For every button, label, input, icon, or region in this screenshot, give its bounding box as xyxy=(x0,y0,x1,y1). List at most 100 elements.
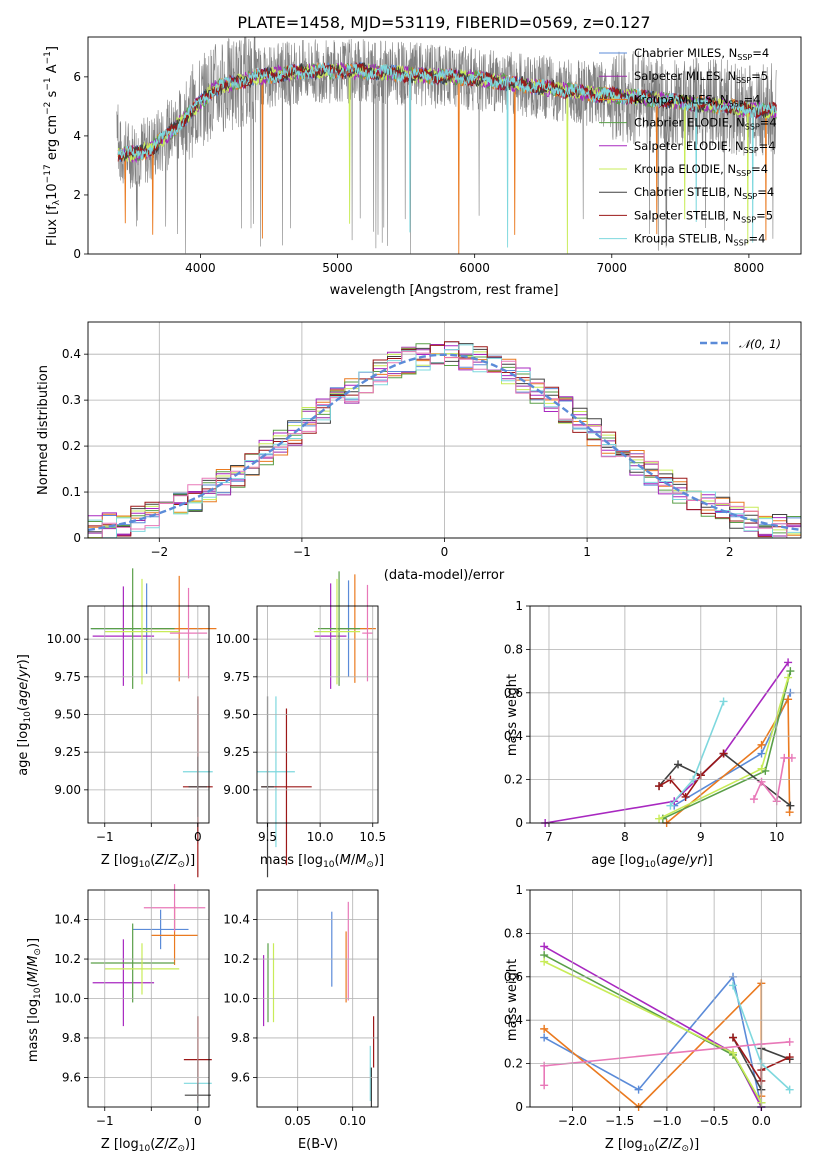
x-tick-label: 0.10 xyxy=(339,1114,366,1128)
weight-marker-kroupa_stelib xyxy=(785,1085,794,1094)
weight-marker-chabrier_elodie xyxy=(786,667,795,676)
weight-marker-salpeter_stelib xyxy=(719,749,728,758)
weight-marker-salpeter_stelib xyxy=(729,1033,738,1042)
legend-label: Kroupa ELODIE, NSSP=4 xyxy=(634,162,768,178)
x-tick-label: 7000 xyxy=(597,261,628,275)
spectrum-xlabel: wavelength [Angstrom, rest frame] xyxy=(330,283,559,298)
y-tick-label: 0.6 xyxy=(504,686,523,700)
weight-Z-xlabel: Z [log10(Z/Z⊙)] xyxy=(605,1137,699,1154)
y-tick-label: 9.50 xyxy=(223,708,250,722)
age-mass-xlabel: mass [log10(M/M⊙)] xyxy=(260,853,384,870)
y-tick-label: 0.8 xyxy=(504,642,523,656)
weight-marker-kroupa_elodie xyxy=(655,814,664,823)
y-tick-label: 10.0 xyxy=(54,992,81,1006)
y-tick-label: 10.4 xyxy=(54,913,81,927)
axes-frame xyxy=(529,605,802,824)
weight-marker-pink xyxy=(757,777,766,786)
legend-label: Chabrier STELIB, NSSP=4 xyxy=(634,185,774,201)
legend-label: Kroupa STELIB, NSSP=4 xyxy=(634,232,765,248)
y-tick-label: 10.0 xyxy=(223,992,250,1006)
weight-line-pink xyxy=(543,1041,790,1086)
histogram-xlabel: (data-model)/error xyxy=(384,568,505,583)
x-tick-label: 0 xyxy=(441,545,449,559)
weight-marker-kroupa_miles xyxy=(540,1024,549,1033)
histogram-pink xyxy=(88,351,801,538)
weight-Z-ylabel: mass weight xyxy=(505,959,520,1041)
residual-histogram-panel: (data-model)/error Normed distribution −… xyxy=(36,321,802,583)
mass-Z-ylabel: mass [log10(M/M⊙)] xyxy=(26,938,43,1062)
y-tick-label: 0 xyxy=(73,531,81,545)
y-tick-label: 0.4 xyxy=(504,1013,523,1027)
y-tick-label: 9.00 xyxy=(54,783,81,797)
spectrum-ylabel: Flux [fλ10−17 erg cm−2 s−1 A−1] xyxy=(43,46,62,246)
weight-marker-pink xyxy=(785,1037,794,1046)
legend-label: Chabrier MILES, NSSP=4 xyxy=(634,46,769,62)
mass-weight-vs-age-panel: age [log10(age/yr)] mass weight 7 8 9 10 0 0.… xyxy=(504,599,802,870)
y-tick-label: 9.00 xyxy=(223,783,250,797)
histogram-ylabel: Normed distribution xyxy=(36,365,51,495)
weight-marker-chabrier_stelib xyxy=(674,760,683,769)
legend-label: Chabrier ELODIE, NSSP=4 xyxy=(634,116,777,132)
x-tick-label: −1 xyxy=(96,830,114,844)
plot-area xyxy=(263,901,375,1107)
weight-age-xlabel: age [log10(age/yr)] xyxy=(591,853,713,870)
y-tick-label: 9.75 xyxy=(54,670,81,684)
x-tick-label: 0.0 xyxy=(752,1114,771,1128)
axes-frame xyxy=(529,889,802,1108)
y-tick-label: 0.8 xyxy=(504,926,523,940)
axes-frame xyxy=(87,321,802,539)
x-tick-label: 10.5 xyxy=(359,830,386,844)
y-tick-label: 10.4 xyxy=(223,913,250,927)
age-vs-Z-panel: Z [log10(Z/Z⊙)] age [log10(age/yr)] −1 0 9… xyxy=(16,568,217,878)
x-tick-label: 0 xyxy=(194,1114,202,1128)
y-tick-label: 0.2 xyxy=(62,439,81,453)
y-tick-label: 10.00 xyxy=(216,632,250,646)
histogram-salpeter_stelib xyxy=(88,341,801,538)
y-tick-label: 10.2 xyxy=(54,952,81,966)
x-tick-label: −0.5 xyxy=(700,1114,729,1128)
age-Z-xlabel: Z [log10(Z/Z⊙)] xyxy=(101,853,195,870)
weight-marker-chabrier_miles xyxy=(540,1033,549,1042)
legend-label: Salpeter MILES, NSSP=5 xyxy=(634,69,768,85)
x-tick-label: −1.5 xyxy=(605,1114,634,1128)
weight-marker-pink xyxy=(540,1081,549,1090)
x-tick-label: 4000 xyxy=(185,261,216,275)
weight-marker-pink xyxy=(787,753,796,762)
y-tick-label: 9.6 xyxy=(231,1070,250,1084)
y-tick-label: 0 xyxy=(515,1100,523,1114)
x-tick-label: −1 xyxy=(293,545,311,559)
y-tick-label: 1 xyxy=(515,883,523,897)
legend-label: 𝒩(0, 1) xyxy=(739,337,781,351)
y-tick-label: 0.2 xyxy=(504,773,523,787)
weight-marker-salpeter_stelib xyxy=(655,782,664,791)
x-tick-label: 10.0 xyxy=(307,830,334,844)
y-tick-label: 2 xyxy=(73,188,81,202)
legend-label: Kroupa MILES, NSSP=4 xyxy=(634,92,760,108)
x-tick-label: 9 xyxy=(697,830,705,844)
y-tick-label: 0.3 xyxy=(62,393,81,407)
model-spectrum-kroupa_stelib xyxy=(117,62,777,248)
x-tick-label: 9.5 xyxy=(258,830,277,844)
mass-Z-xlabel: Z [log10(Z/Z⊙)] xyxy=(101,1137,195,1154)
plot-area xyxy=(257,571,376,878)
weight-marker-kroupa_stelib xyxy=(729,981,738,990)
histogram-legend: 𝒩(0, 1) xyxy=(700,337,781,351)
model-spectrum-chabrier_stelib xyxy=(117,62,777,162)
y-tick-label: 0.4 xyxy=(504,729,523,743)
y-tick-label: 9.25 xyxy=(223,745,250,759)
weight-marker-pink xyxy=(540,1061,549,1070)
mass-weight-vs-Z-panel: Z [log10(Z/Z⊙)] mass weight −2.0 −1.5 −1.0… xyxy=(504,883,802,1154)
weight-marker-kroupa_stelib xyxy=(719,697,728,706)
age-vs-mass-panel: mass [log10(M/M⊙)] 9.5 10.0 10.5 9.00 9.25 9.… xyxy=(216,571,386,878)
weight-marker-kroupa_elodie xyxy=(784,673,793,682)
weight-marker-salpeter_stelib xyxy=(785,1053,794,1062)
x-tick-label: 0.05 xyxy=(284,1114,311,1128)
y-tick-label: 0.4 xyxy=(62,347,81,361)
y-tick-label: 0 xyxy=(515,816,523,830)
figure-title: PLATE=1458, MJD=53119, FIBERID=0569, z=0… xyxy=(237,13,650,32)
axes-frame xyxy=(87,889,210,1108)
weight-marker-chabrier_miles xyxy=(757,749,766,758)
y-tick-label: 9.50 xyxy=(54,708,81,722)
mass-vs-Z-panel: Z [log10(Z/Z⊙)] mass [log10(M/M⊙)] −1 0 9.… xyxy=(26,884,212,1154)
legend-label: Salpeter STELIB, NSSP=5 xyxy=(634,208,773,224)
